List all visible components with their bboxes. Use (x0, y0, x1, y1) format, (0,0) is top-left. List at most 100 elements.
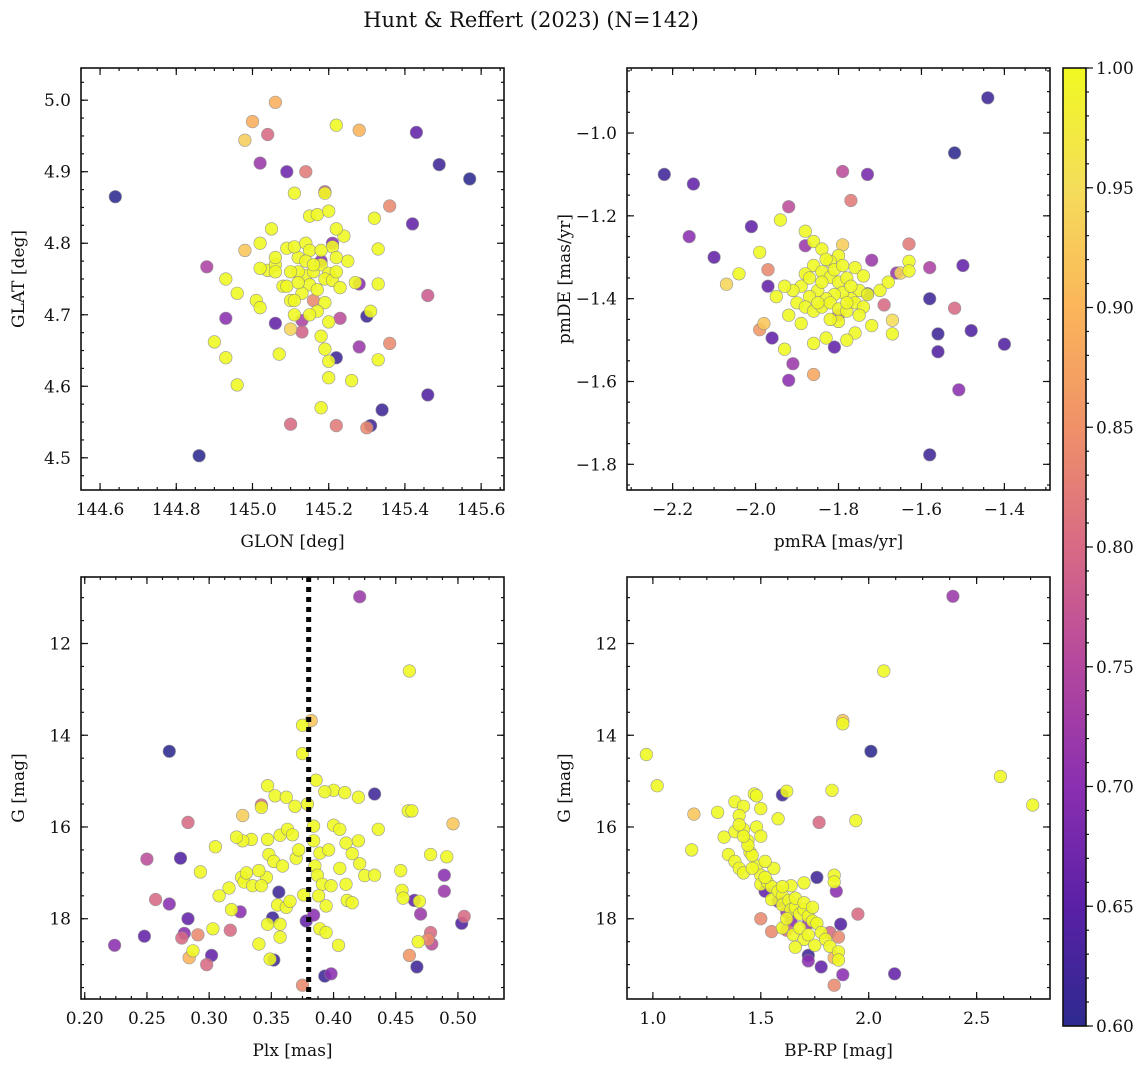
scatter-point (657, 167, 671, 181)
colorbar-tick-label: 0.85 (1096, 418, 1134, 438)
y-tick-label: 18 (49, 910, 71, 930)
colorbar-tick-label: 0.95 (1096, 179, 1134, 199)
scatter-point (348, 276, 363, 290)
scatter-point (793, 921, 807, 935)
x-axis-label: Plx [mas] (252, 1041, 332, 1061)
scatter-point (312, 889, 326, 903)
scatter-point (295, 746, 310, 761)
scatter-point (877, 298, 891, 312)
scatter-point (140, 852, 154, 866)
scatter-point (333, 311, 347, 325)
scatter-point (405, 217, 420, 231)
scatter-point (364, 304, 378, 318)
scatter-point (285, 828, 300, 842)
x-tick-label: −1.6 (901, 500, 942, 520)
scatter-point (446, 817, 460, 831)
scatter-point (345, 896, 359, 910)
scatter-point (322, 354, 336, 368)
scatter-point (757, 316, 771, 331)
scatter-point (952, 383, 966, 397)
scatter-point (238, 243, 252, 257)
scatter-point (777, 342, 792, 356)
scatter-point (736, 829, 751, 843)
scatter-point (844, 279, 858, 293)
scatter-point (806, 367, 821, 382)
scatter-point (371, 822, 385, 836)
scatter-point (437, 868, 451, 882)
y-tick-label: 12 (595, 635, 617, 655)
scatter-point (835, 164, 850, 179)
scatter-point (885, 313, 900, 327)
scatter-point (261, 779, 275, 793)
scatter-point (865, 319, 879, 333)
scatter-point (827, 340, 842, 354)
x-tick-label: 2.5 (963, 1009, 990, 1029)
scatter-point (264, 222, 279, 236)
scatter-point (292, 843, 306, 857)
scatter-point (263, 952, 277, 966)
y-axis-label: G [mag] (9, 753, 29, 822)
scatter-point (314, 243, 328, 257)
scatter-point (421, 288, 435, 303)
scatter-point (835, 258, 850, 273)
x-tick-label: 0.50 (439, 1009, 477, 1029)
scatter-point (840, 333, 854, 347)
scatter-point (272, 885, 286, 899)
scatter-point (767, 861, 781, 875)
scatter-point (811, 296, 825, 310)
scatter-point (769, 290, 783, 304)
scatter-point (823, 312, 837, 327)
scatter-point (275, 859, 290, 873)
scatter-point (852, 308, 866, 322)
scatter-point (206, 922, 220, 936)
scatter-point (329, 265, 343, 279)
scatter-point (773, 213, 788, 227)
x-tick-label: 144.8 (152, 500, 201, 520)
x-tick-label: 145.6 (457, 500, 506, 520)
scatter-point (280, 279, 294, 293)
x-tick-label: 145.0 (228, 500, 277, 520)
scatter-point (831, 953, 846, 967)
scatter-point (981, 91, 995, 105)
scatter-point (261, 127, 275, 142)
scatter-point (322, 843, 336, 857)
scatter-point (230, 378, 244, 392)
scatter-point (253, 301, 267, 315)
scatter-point (162, 744, 176, 758)
scatter-point (810, 870, 824, 885)
scatter-point (885, 327, 900, 341)
colorbar-tick-label: 0.75 (1096, 658, 1134, 678)
scatter-point (230, 286, 244, 300)
scatter-point (222, 881, 236, 895)
x-tick-label: 0.20 (66, 1009, 104, 1029)
scatter-point (819, 252, 833, 266)
y-axis-label: pmDE [mas/yr] (555, 214, 575, 344)
y-tick-label: 4.5 (44, 449, 71, 469)
scatter-point (287, 240, 302, 254)
scatter-point (236, 808, 250, 823)
scatter-point (299, 165, 313, 179)
x-tick-label: −1.4 (984, 500, 1025, 520)
scatter-point (253, 261, 267, 275)
x-tick-label: 1.5 (747, 1009, 774, 1029)
scatter-point (782, 308, 796, 322)
scatter-point (440, 850, 454, 864)
scatter-point (368, 787, 382, 801)
scatter-point (798, 224, 812, 238)
scatter-point (338, 785, 352, 800)
scatter-point (457, 909, 471, 924)
y-tick-label: 16 (49, 818, 71, 838)
scatter-point (279, 790, 293, 804)
scatter-point (806, 336, 821, 351)
scatter-point (322, 315, 336, 329)
scatter-point (856, 269, 871, 283)
scatter-point (245, 114, 260, 129)
scatter-point (253, 236, 267, 250)
scatter-point (802, 271, 817, 285)
scatter-point (318, 296, 332, 310)
scatter-point (834, 917, 848, 931)
scatter-point (806, 234, 821, 249)
scatter-point (780, 784, 794, 798)
scatter-point (825, 783, 839, 797)
